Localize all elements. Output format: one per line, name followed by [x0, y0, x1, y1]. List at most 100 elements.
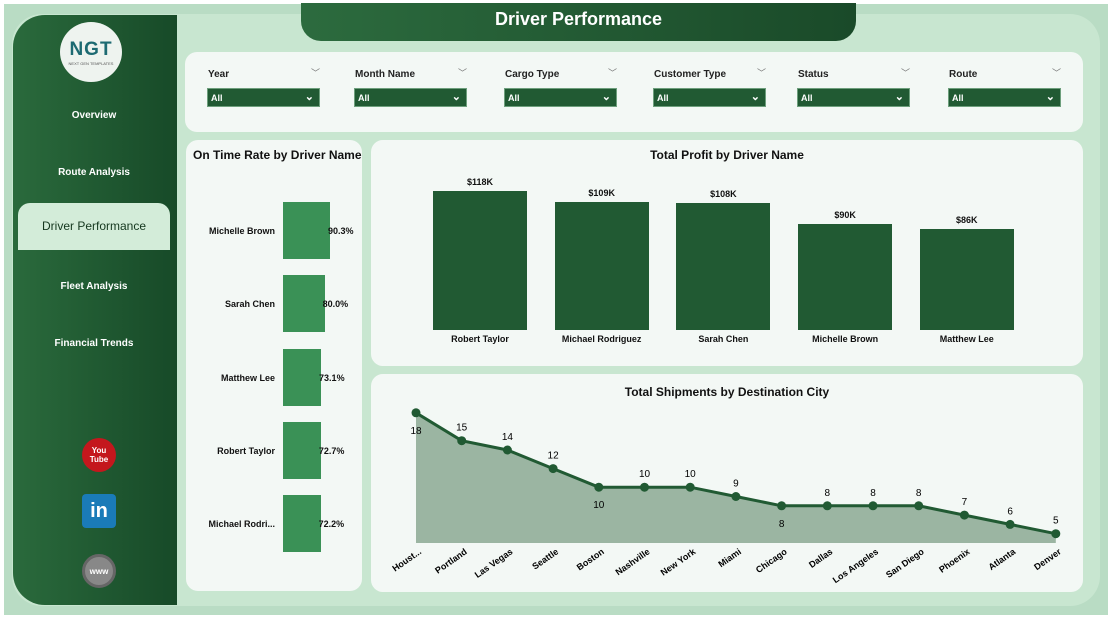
dropdown-value: All — [801, 93, 813, 103]
data-point[interactable] — [685, 482, 695, 492]
linkedin-icon[interactable]: in — [82, 494, 116, 528]
data-point[interactable] — [731, 492, 741, 501]
sidebar-item-driver-performance[interactable]: Driver Performance — [18, 203, 170, 250]
driver-label: Matthew Lee — [939, 334, 994, 344]
logo: NGT NEXT GEN TEMPLATES — [60, 22, 122, 82]
data-point[interactable] — [640, 482, 649, 492]
chevron-down-icon: ⌄ — [451, 91, 461, 103]
filter-label-route: Route — [949, 69, 978, 80]
sidebar-item-financial-trends[interactable]: Financial Trends — [54, 338, 134, 349]
data-label: 10 — [593, 500, 605, 511]
on-time-rate-card — [186, 140, 362, 591]
city-tick-label: Denver — [1032, 546, 1063, 572]
filter-label-month-name: Month Name — [355, 69, 415, 80]
profit-bar[interactable] — [433, 191, 527, 330]
data-point[interactable] — [822, 501, 832, 511]
dropdown-value: All — [657, 93, 669, 103]
driver-label: Sarah Chen — [698, 334, 749, 344]
dropdown-value: All — [211, 93, 223, 103]
data-point[interactable] — [411, 408, 421, 418]
on-time-bar[interactable] — [283, 275, 325, 333]
data-label: 5 — [1053, 516, 1059, 527]
data-point[interactable] — [548, 464, 558, 474]
data-label: 12 — [548, 451, 560, 462]
dropdown-value: All — [952, 93, 964, 103]
chevron-down-icon[interactable]: ﹀ — [757, 68, 767, 78]
profit-value-label: $90K — [834, 209, 856, 220]
city-tick-label: Chicago — [754, 546, 789, 575]
data-point[interactable] — [502, 445, 512, 455]
chevron-down-icon[interactable]: ﹀ — [311, 68, 321, 78]
data-point[interactable] — [777, 501, 787, 511]
area-fill — [416, 412, 1056, 543]
profit-bar[interactable] — [554, 201, 649, 330]
filter-dropdown-customer-type[interactable]: All ⌄ — [653, 88, 766, 107]
filter-dropdown-year[interactable]: All ⌄ — [207, 88, 320, 107]
city-tick-label: San Diego — [884, 546, 926, 580]
city-tick-label: Dallas — [807, 546, 834, 569]
on-time-bar[interactable] — [283, 421, 321, 479]
chevron-down-icon[interactable]: ﹀ — [901, 68, 911, 78]
data-label: 7 — [962, 497, 968, 508]
dropdown-value: All — [508, 93, 520, 103]
chevron-down-icon: ⌄ — [1045, 91, 1055, 103]
filter-dropdown-status[interactable]: All ⌄ — [797, 88, 910, 107]
data-point[interactable] — [914, 501, 924, 511]
on-time-rate-title: On Time Rate by Driver Name — [193, 148, 362, 162]
on-time-bar[interactable] — [283, 348, 322, 406]
filter-dropdown-route[interactable]: All ⌄ — [948, 88, 1061, 107]
driver-label: Sarah Chen — [224, 299, 275, 310]
city-tick-label: Boston — [575, 546, 606, 572]
on-time-value-label: 90.3% — [328, 226, 354, 236]
data-label: 6 — [1007, 506, 1013, 517]
profit-bar[interactable] — [798, 223, 893, 330]
globe-icon[interactable]: www — [82, 554, 116, 588]
youtube-icon[interactable]: You Tube — [82, 438, 116, 472]
on-time-bar[interactable] — [283, 495, 321, 553]
data-label: 8 — [916, 488, 922, 499]
data-label: 8 — [825, 488, 831, 499]
data-point[interactable] — [1005, 519, 1015, 529]
data-label: 10 — [685, 469, 697, 480]
profit-value-label: $118K — [466, 177, 494, 187]
data-label: 14 — [502, 432, 514, 443]
filter-label-customer-type: Customer Type — [654, 69, 727, 80]
filter-label-year: Year — [208, 69, 230, 80]
profit-value-label: $109K — [588, 187, 615, 198]
city-tick-label: Houst... — [390, 546, 423, 573]
profit-bar[interactable] — [676, 202, 771, 330]
on-time-value-label: 73.1% — [319, 372, 345, 383]
data-point[interactable] — [868, 501, 878, 511]
data-point[interactable] — [594, 482, 604, 492]
on-time-value-label: 72.2% — [318, 519, 345, 530]
data-label: 15 — [456, 423, 468, 434]
city-tick-label: Nashville — [614, 546, 652, 577]
data-point[interactable] — [1051, 529, 1061, 539]
sidebar-item-route-analysis[interactable]: Route Analysis — [58, 167, 130, 178]
profit-value-label: $86K — [956, 214, 978, 225]
data-point[interactable] — [457, 436, 467, 446]
chevron-down-icon: ⌄ — [894, 91, 904, 103]
profit-bar[interactable] — [919, 228, 1014, 330]
filter-dropdown-cargo-type[interactable]: All ⌄ — [504, 88, 617, 107]
data-label: 10 — [639, 469, 651, 480]
sidebar-item-overview[interactable]: Overview — [71, 110, 117, 121]
chevron-down-icon[interactable]: ﹀ — [458, 68, 468, 78]
chevron-down-icon[interactable]: ﹀ — [608, 68, 618, 78]
on-time-value-label: 80.0% — [322, 299, 349, 310]
profit-value-label: $108K — [710, 188, 737, 199]
on-time-bar[interactable] — [283, 202, 330, 259]
page-title: Driver Performance — [301, 3, 856, 41]
sidebar-item-fleet-analysis[interactable]: Fleet Analysis — [60, 281, 128, 292]
dropdown-value: All — [358, 93, 370, 103]
city-tick-label: Phoenix — [937, 546, 971, 574]
data-point[interactable] — [959, 510, 969, 520]
on-time-value-label: 72.7% — [318, 445, 345, 456]
city-tick-label: Los Angeles — [831, 546, 880, 585]
chevron-down-icon[interactable]: ﹀ — [1052, 68, 1062, 78]
driver-label: Matthew Lee — [220, 372, 275, 383]
driver-label: Michael Rodri... — [208, 519, 275, 530]
filter-dropdown-month-name[interactable]: All ⌄ — [354, 88, 467, 107]
city-tick-label: New York — [659, 546, 698, 578]
